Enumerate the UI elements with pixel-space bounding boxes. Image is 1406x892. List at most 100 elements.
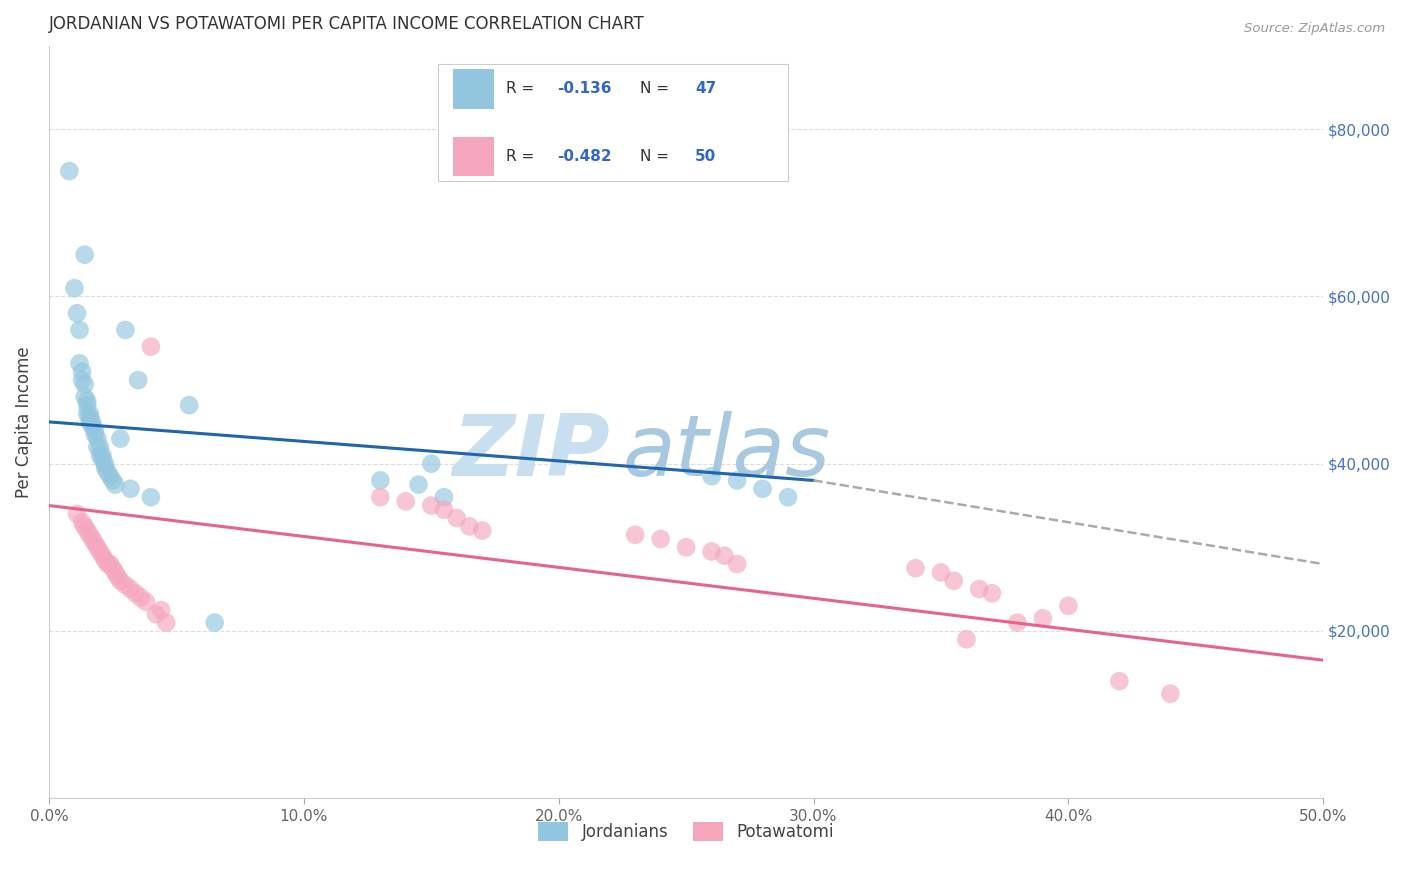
Point (79, 528, 101, 542)
Point (94, 461, 117, 475)
Point (66, 306, 89, 320)
Point (86, 432, 108, 446)
Point (179, 398, 201, 412)
Point (420, 499, 443, 513)
Point (91, 452, 114, 467)
Text: ZIP: ZIP (453, 410, 610, 493)
Text: Source: ZipAtlas.com: Source: ZipAtlas.com (1244, 22, 1385, 36)
Point (97, 465, 120, 479)
Point (725, 474, 748, 488)
Point (110, 574, 132, 588)
Point (101, 474, 124, 488)
Point (70, 373, 93, 387)
Point (82, 415, 104, 429)
Point (751, 482, 773, 496)
Point (104, 477, 127, 491)
Point (1057, 599, 1080, 613)
Point (98, 469, 121, 483)
Point (204, 615, 226, 630)
Point (86, 541, 108, 555)
Point (83, 536, 105, 550)
Point (650, 532, 672, 546)
Point (408, 477, 430, 491)
Point (981, 586, 1004, 600)
Point (94, 457, 117, 471)
Point (89, 544, 111, 558)
Point (82, 532, 104, 546)
Point (139, 340, 162, 354)
Point (83, 427, 105, 442)
Point (395, 494, 418, 508)
Point (929, 566, 952, 580)
Point (73, 390, 96, 404)
Text: N =: N = (640, 81, 673, 96)
Text: 47: 47 (695, 81, 716, 96)
Point (145, 607, 167, 622)
Text: atlas: atlas (623, 410, 831, 493)
Point (955, 632, 977, 647)
Point (66, 507, 89, 521)
Point (83, 423, 105, 437)
Point (114, 323, 136, 337)
Point (1007, 615, 1029, 630)
Legend: Jordanians, Potawatomi: Jordanians, Potawatomi (533, 817, 839, 847)
Point (79, 410, 101, 425)
Point (70, 515, 93, 529)
Point (110, 432, 132, 446)
Point (368, 474, 391, 488)
Point (58, 164, 80, 178)
Point (967, 582, 990, 596)
Point (155, 615, 177, 630)
Point (89, 440, 111, 454)
Point (73, 519, 96, 533)
Bar (453, 137, 494, 177)
Point (776, 490, 799, 504)
Text: 50: 50 (695, 149, 716, 164)
Point (725, 557, 748, 571)
Point (124, 586, 146, 600)
Point (101, 561, 124, 575)
Point (675, 541, 697, 555)
Text: R =: R = (506, 81, 540, 96)
Point (904, 561, 927, 575)
Point (368, 490, 391, 504)
Text: JORDANIAN VS POTAWATOMI PER CAPITA INCOME CORRELATION CHART: JORDANIAN VS POTAWATOMI PER CAPITA INCOM… (49, 15, 645, 33)
Point (69, 356, 91, 370)
Point (135, 595, 157, 609)
Point (76, 398, 98, 412)
Point (471, 524, 494, 538)
Point (63, 281, 86, 295)
Point (76, 394, 98, 409)
Point (713, 549, 735, 563)
Point (79, 415, 101, 429)
Point (120, 582, 142, 596)
Point (700, 544, 723, 558)
Text: N =: N = (640, 149, 673, 164)
Point (942, 574, 965, 588)
Point (94, 553, 117, 567)
Text: -0.136: -0.136 (557, 81, 612, 96)
Point (1108, 674, 1130, 689)
Point (98, 557, 121, 571)
Point (97, 557, 120, 571)
Point (82, 419, 104, 434)
Point (91, 549, 114, 563)
Point (89, 448, 111, 462)
Point (458, 519, 481, 533)
Point (86, 440, 108, 454)
Point (139, 490, 162, 504)
Point (73, 248, 96, 262)
Point (70, 365, 93, 379)
Y-axis label: Per Capita Income: Per Capita Income (15, 346, 32, 498)
FancyBboxPatch shape (437, 64, 787, 181)
Point (129, 591, 152, 605)
Point (624, 528, 647, 542)
Point (79, 407, 101, 421)
Point (69, 323, 91, 337)
Point (91, 448, 114, 462)
Point (1032, 611, 1054, 625)
Point (120, 482, 142, 496)
Bar (453, 70, 494, 109)
Point (700, 469, 723, 483)
Text: -0.482: -0.482 (557, 149, 612, 164)
